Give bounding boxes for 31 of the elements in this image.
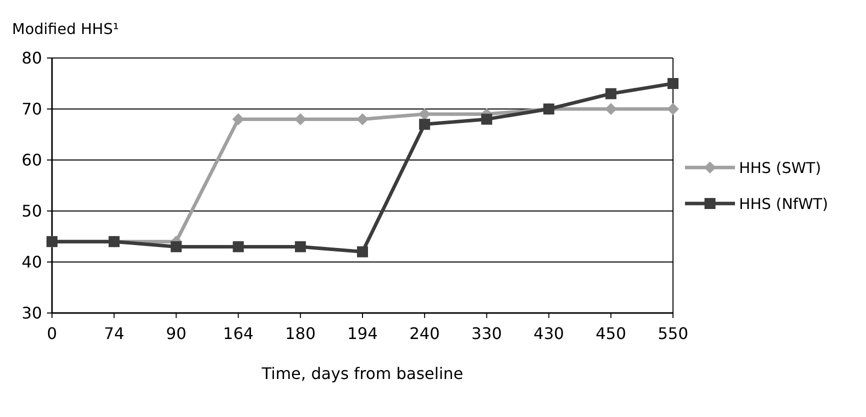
x-tick-label: 74 — [104, 324, 124, 343]
point — [668, 78, 678, 89]
x-tick-label: 194 — [347, 324, 378, 343]
x-axis-title: Time, days from baseline — [260, 364, 464, 383]
y-tick-label: 50 — [22, 202, 42, 221]
point — [419, 118, 430, 130]
y-tick-label: 40 — [22, 252, 42, 272]
x-tick-label: 180 — [285, 324, 316, 343]
point — [357, 246, 368, 258]
point — [356, 113, 368, 126]
x-tick-label: 90 — [166, 324, 186, 343]
x-tick-label: 330 — [471, 324, 502, 343]
point — [294, 241, 306, 252]
x-tick-label: 430 — [534, 324, 564, 343]
y-tick-label: 70 — [22, 100, 42, 119]
point — [667, 103, 679, 115]
y-tick-label: 60 — [22, 150, 42, 170]
y-axis-title: Modified HHS¹ — [12, 20, 119, 38]
legend-label: HHS (NfWT) — [739, 194, 828, 213]
point — [605, 88, 616, 100]
x-tick-label: 0 — [46, 324, 58, 343]
y-tick-label: 30 — [22, 304, 42, 323]
y-tick-label: 80 — [22, 48, 42, 68]
legend-label: HHS (SWT) — [739, 158, 822, 177]
x-tick-label: 450 — [596, 324, 626, 343]
x-tick-label: 164 — [223, 324, 254, 343]
x-tick-label: 240 — [409, 324, 440, 343]
point — [481, 114, 492, 125]
point — [232, 241, 244, 252]
x-tick-label: 550 — [658, 324, 688, 343]
point — [170, 241, 182, 252]
